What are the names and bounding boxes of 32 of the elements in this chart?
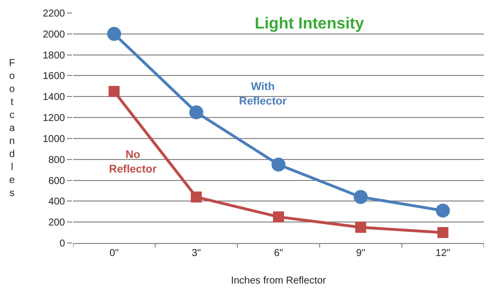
x-tick-label: 3" [192, 248, 202, 259]
y-tick-label: 1000 [42, 134, 66, 145]
text: Footcandles [9, 58, 16, 199]
point [107, 26, 122, 41]
x-tick-label: 9" [356, 248, 366, 259]
y-tick-label: 0 [59, 238, 66, 250]
y-tick-label: 400 [48, 196, 66, 208]
text: With Reflector [239, 81, 288, 108]
y-tick-label: 1600 [42, 71, 66, 82]
point [272, 158, 286, 172]
series-label: No Reflector [109, 149, 158, 176]
y-tick-label: 600 [48, 176, 66, 187]
x-tick-label: 0" [110, 248, 120, 259]
point [354, 190, 368, 204]
point [273, 211, 284, 222]
point [436, 204, 450, 218]
y-tick-label: 1400 [42, 92, 66, 104]
point [108, 86, 120, 97]
point [437, 227, 448, 238]
y-tick-label: 1200 [42, 113, 66, 124]
x-tick-label: 6" [274, 248, 284, 259]
x-tick-label: 12" [436, 248, 451, 259]
y-tick-label: 1800 [42, 50, 66, 62]
y-tick-label: 2200 [42, 8, 66, 20]
y-tick-label: 800 [48, 154, 66, 166]
y-tick-label: 2000 [42, 29, 66, 40]
point [189, 105, 204, 120]
point [190, 192, 202, 202]
chart-title: Light Intensity [254, 16, 364, 33]
y-tick-label: 200 [48, 218, 66, 229]
point [355, 222, 366, 233]
x-axis-title: Inches from Reflector [230, 276, 327, 286]
